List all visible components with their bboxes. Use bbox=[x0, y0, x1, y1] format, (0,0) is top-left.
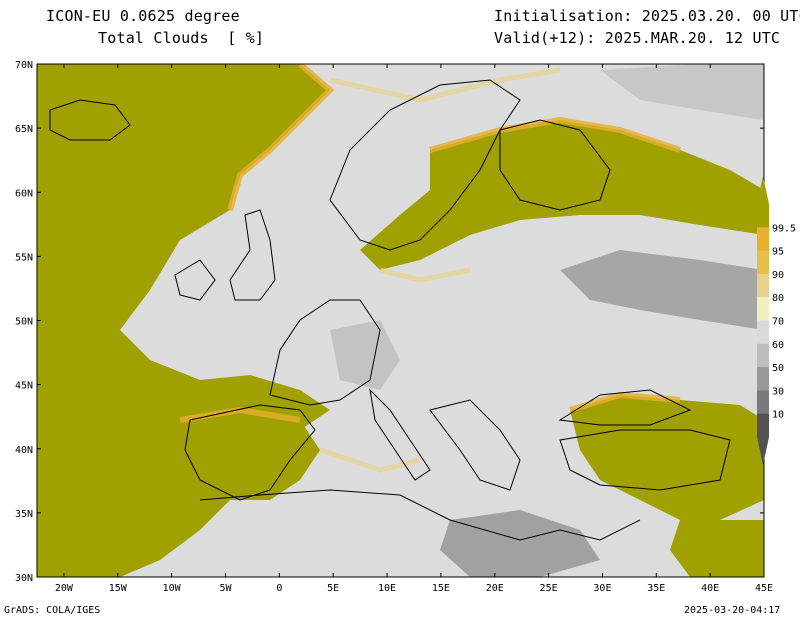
colorbar-label: 99.5 bbox=[772, 223, 796, 234]
cloud-patch-gray-3 bbox=[330, 320, 400, 390]
lon-label: 10E bbox=[378, 583, 396, 594]
lat-label: 65N bbox=[15, 124, 33, 135]
lat-label: 60N bbox=[15, 188, 33, 199]
lon-label: 10W bbox=[163, 583, 182, 594]
lat-label: 30N bbox=[15, 573, 33, 584]
lon-label: 5E bbox=[327, 583, 339, 594]
cloud-patch-gray-1 bbox=[560, 250, 764, 330]
colorbar-swatch bbox=[757, 250, 769, 275]
axis-ticks bbox=[37, 63, 765, 578]
cloud-fringe-orange bbox=[179, 64, 681, 423]
scandinavia-cloud-band bbox=[360, 120, 764, 270]
colorbar-swatch bbox=[757, 390, 769, 415]
italy-coast bbox=[369, 388, 431, 481]
colorbar-swatch bbox=[757, 227, 769, 252]
france-coast bbox=[269, 299, 381, 406]
colorbar-label: 80 bbox=[772, 293, 784, 304]
lat-label: 35N bbox=[15, 509, 33, 520]
iceland-coast bbox=[49, 99, 131, 141]
colorbar-label: 10 bbox=[772, 410, 784, 421]
iberia-cloud-band bbox=[180, 410, 320, 500]
cloud-patch-gray-4 bbox=[600, 64, 764, 120]
colorbar-label: 30 bbox=[772, 386, 784, 397]
black-sea-coast bbox=[558, 389, 692, 426]
lat-label: 70N bbox=[15, 60, 33, 71]
lon-label: 45E bbox=[755, 583, 773, 594]
cloud-fringe-tan bbox=[319, 67, 561, 473]
lat-label: 40N bbox=[15, 445, 33, 456]
lon-label: 25E bbox=[540, 583, 558, 594]
lon-label: 15E bbox=[432, 583, 450, 594]
initialisation-time: Initialisation: 2025.03.20. 00 UTC bbox=[494, 7, 800, 25]
lon-label: 5W bbox=[219, 583, 232, 594]
colorbar-swatch bbox=[757, 204, 769, 228]
longitude-labels: 20W 15W 10W 5W 0 5E 10E 15E 20E 25E 30E 35E 40E 45E bbox=[55, 583, 773, 594]
colorbar-label: 70 bbox=[772, 317, 784, 328]
lon-label: 40E bbox=[701, 583, 719, 594]
lon-label: 20E bbox=[486, 583, 504, 594]
colorbar-top-arrow bbox=[757, 176, 769, 204]
colorbar-swatch bbox=[757, 343, 769, 368]
colorbar-label: 90 bbox=[772, 270, 784, 281]
colorbar-label: 50 bbox=[772, 363, 784, 374]
colorbar-swatch bbox=[757, 297, 769, 321]
lon-label: 15W bbox=[109, 583, 128, 594]
lon-label: 20W bbox=[55, 583, 74, 594]
british-isles bbox=[174, 209, 276, 301]
footer-right: 2025-03-20-04:17 bbox=[684, 605, 781, 616]
balkans-coast bbox=[429, 399, 521, 491]
finland-coast bbox=[499, 119, 611, 211]
iberia-coast bbox=[184, 404, 316, 501]
latitude-labels: 30N 35N 40N 45N 50N 55N 60N 65N 70N bbox=[15, 60, 33, 584]
model-title: ICON-EU 0.0625 degree bbox=[46, 7, 240, 25]
colorbar-swatch bbox=[757, 413, 769, 438]
colorbar-swatch bbox=[757, 273, 769, 298]
lon-label: 0 bbox=[276, 583, 282, 594]
lat-label: 45N bbox=[15, 381, 33, 392]
variable-title: Total Clouds [ %] bbox=[98, 29, 265, 47]
lon-label: 35E bbox=[647, 583, 665, 594]
north-africa-coast bbox=[199, 489, 641, 541]
cloud-patch-gray-2 bbox=[440, 510, 600, 577]
colorbar-swatch bbox=[757, 320, 769, 345]
turkey-cloud-band bbox=[570, 395, 764, 520]
footer-left: GrADS: COLA/IGES bbox=[4, 605, 101, 616]
colorbar-label: 60 bbox=[772, 340, 784, 351]
lon-label: 30E bbox=[593, 583, 611, 594]
atlantic-cloud-lower bbox=[37, 360, 180, 577]
turkey-coast bbox=[559, 429, 731, 491]
east-cloud-patch bbox=[670, 520, 764, 577]
colorbar-legend: 99.5 95 90 80 70 60 50 30 10 bbox=[757, 176, 796, 465]
colorbar-label: 95 bbox=[772, 247, 784, 258]
colorbar-swatch bbox=[757, 367, 769, 391]
valid-time: Valid(+12): 2025.MAR.20. 12 UTC bbox=[494, 29, 781, 47]
lat-label: 55N bbox=[15, 252, 33, 263]
colorbar-bottom-arrow bbox=[757, 437, 769, 465]
map-field bbox=[37, 64, 764, 577]
lat-label: 50N bbox=[15, 317, 33, 328]
coastlines bbox=[49, 79, 731, 541]
